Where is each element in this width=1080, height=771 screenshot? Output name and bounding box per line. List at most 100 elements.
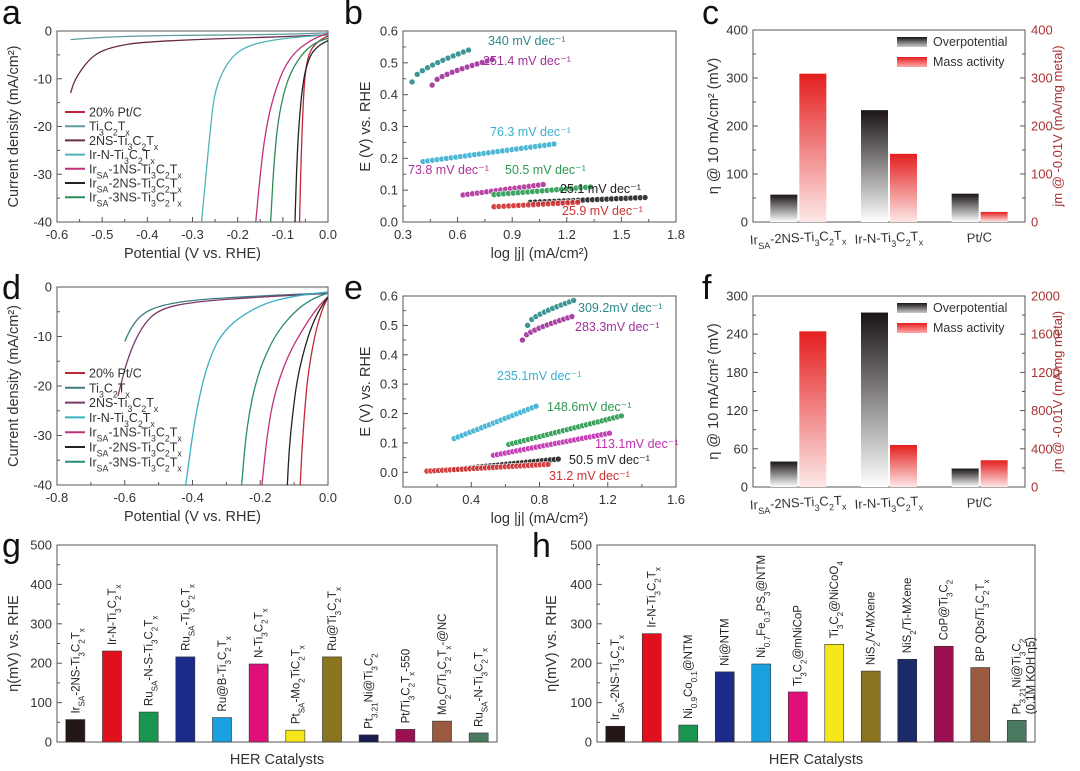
y-axis-tick-label: -30: [33, 428, 52, 443]
bar-overpotential: [951, 468, 979, 487]
panel-g: g 0 100 200 300 400 500 η(mV) vs. RHE HER Cataly…: [2, 527, 498, 768]
y-axis-tick-label: -40: [33, 215, 52, 230]
bar-label-8: Pt3.21Ni@Ti3C2: [364, 653, 380, 729]
y-axis-tick-label: 0.5: [380, 318, 398, 333]
x-axis-label: HER Catalysts: [769, 752, 863, 768]
legend-label-3: Ir-N-Ti3C2Tx: [89, 148, 155, 166]
bar-4: [751, 663, 772, 743]
bar-overpotential: [861, 110, 888, 222]
y-axis-tick-label: -20: [33, 119, 52, 134]
bar-label-0: IrSA-2NS-Ti3C2Tx: [610, 635, 626, 720]
x-axis-label: Potential (V vs. RHE): [124, 246, 261, 262]
bar-label-4: Ni0.7Fe0.3PS3@NTM: [756, 555, 772, 658]
y-axis-right-tick-label: 100: [1031, 167, 1053, 182]
panel-letter-e: e: [344, 269, 363, 307]
bar-overpotential: [770, 194, 798, 222]
series-line-6: [269, 37, 328, 222]
legend-label-3: Ir-N-Ti3C2Tx: [89, 411, 155, 429]
bar-label-11: RuSA-N-Ti3C2Tx: [474, 648, 490, 727]
data-point-2: [532, 402, 540, 410]
bar-label-3: Ni@NTM: [720, 618, 732, 665]
panel-letter-h: h: [532, 527, 551, 565]
bar-mass-activity: [799, 331, 827, 487]
bar-8: [358, 734, 379, 743]
panel-letter-b: b: [344, 0, 363, 32]
bar-label-3: RuSA-Ti3C2Tx: [180, 584, 196, 651]
y-axis-label-right: jm @ -0.01V (mA/mg metal): [1050, 311, 1065, 473]
slope-annotation-3: 148.6mV dec⁻¹: [547, 400, 631, 414]
bar-11: [1006, 720, 1027, 743]
y-axis-label: Current density (mA/cm²): [6, 305, 22, 467]
bar-overpotential: [861, 312, 888, 487]
category-label: Pt/C: [966, 229, 992, 245]
category-label: IrSA-2NS-Ti3C2Tx: [750, 227, 848, 251]
series-line-3: [185, 291, 328, 485]
bar-label-8: NiS2/Ti-MXene: [902, 578, 918, 654]
panel-e: e 0.0 0.4 0.8 1.2 1.6 0.0 0.1 0.2 0.3 0.4 0.5 0.6 log…: [344, 269, 685, 527]
x-axis-tick-label: 0.3: [394, 227, 412, 242]
legend-swatch-0: [897, 303, 927, 313]
bar-label-5: Ti3C2@mNiCoP: [793, 605, 809, 686]
x-axis-tick-label: 0.9: [503, 227, 521, 242]
x-axis-tick-label: -0.3: [181, 227, 203, 242]
data-point-1: [433, 76, 441, 83]
slope-annotation-5: 25.1 mV dec⁻¹: [560, 182, 641, 196]
legend-label-6: IrSA-3NS-Ti3C2Tx: [89, 191, 182, 209]
slope-annotation-0: 309.2mV dec⁻¹: [578, 301, 662, 315]
y-axis-left-tick-label: 400: [726, 23, 748, 38]
data-point-4: [606, 429, 613, 437]
y-axis-right-tick-label: 1200: [1031, 365, 1060, 380]
bar-10: [970, 667, 991, 743]
panel-letter-g: g: [2, 527, 21, 565]
x-axis-tick-label: 1.8: [667, 227, 685, 242]
x-axis-tick-label: 1.2: [599, 492, 617, 507]
bar-label-7: Ru@Ti3C2Tx: [327, 587, 343, 651]
x-axis-tick-label: -0.6: [46, 227, 68, 242]
data-point-0: [424, 64, 431, 71]
y-axis-tick-label: -10: [33, 71, 52, 86]
slope-annotation-1: 283.3mV dec⁻¹: [575, 320, 659, 334]
data-point-0: [413, 71, 421, 78]
x-axis-tick-label: -0.2: [249, 490, 271, 505]
y-axis-tick-label: 0.6: [380, 289, 398, 304]
x-axis-tick-label: 0.0: [394, 492, 412, 507]
panel-f: f 0 60 120 180 240 300 0 400 800 1200 1600 2000 η @ 1…: [702, 269, 1065, 516]
y-axis-left-tick-label: 300: [726, 289, 748, 304]
data-point-0: [524, 322, 531, 329]
y-axis-tick-label: -10: [33, 329, 52, 344]
legend-swatch-1: [897, 323, 927, 333]
data-point-4: [587, 183, 594, 191]
bar-label-6: Ti3C2@NiCoO4: [829, 561, 845, 639]
y-axis-tick-label: 0: [585, 735, 592, 750]
panel-h: h 0 100 200 300 400 500 η(mV) vs. RHE HER Cataly…: [532, 527, 1038, 768]
x-axis-tick-label: 0.0: [319, 227, 337, 242]
y-axis-right-tick-label: 800: [1031, 403, 1053, 418]
category-label: Ir-N-Ti3C2Tx: [854, 228, 924, 251]
series-line-4: [255, 32, 328, 222]
plot-frame: [56, 544, 498, 743]
x-axis-tick-label: -0.8: [46, 490, 68, 505]
bar-1: [102, 650, 122, 743]
bar-mass-activity: [890, 153, 917, 222]
panel-letter-f: f: [702, 269, 712, 307]
bar-8: [897, 658, 918, 743]
y-axis-left-tick-label: 180: [726, 365, 748, 380]
y-axis-left-tick-label: 300: [726, 71, 748, 86]
x-axis-tick-label: 0.0: [319, 490, 337, 505]
data-point-0: [408, 78, 416, 86]
y-axis-tick-label: 0.3: [380, 119, 398, 134]
bar-5: [248, 663, 269, 743]
y-axis-tick-label: 0.4: [380, 87, 398, 102]
series-line-4: [261, 296, 328, 485]
y-axis-tick-label: 500: [570, 538, 592, 553]
data-point-1: [428, 81, 436, 89]
bar-mass-activity: [890, 444, 917, 487]
series-line-5: [294, 39, 328, 222]
bar-7: [860, 670, 881, 743]
legend-label-0: 20% Pt/C: [89, 367, 142, 381]
y-axis-tick-label: 0.5: [380, 55, 398, 70]
bar-10: [432, 720, 452, 743]
bar-label-2: RuSA-N-S-Ti3C2Tx: [144, 616, 160, 706]
legend-label-2: 2NS-Ti3C2Tx: [89, 396, 159, 414]
x-axis-label: log |j| (mA/cm²): [491, 246, 589, 262]
